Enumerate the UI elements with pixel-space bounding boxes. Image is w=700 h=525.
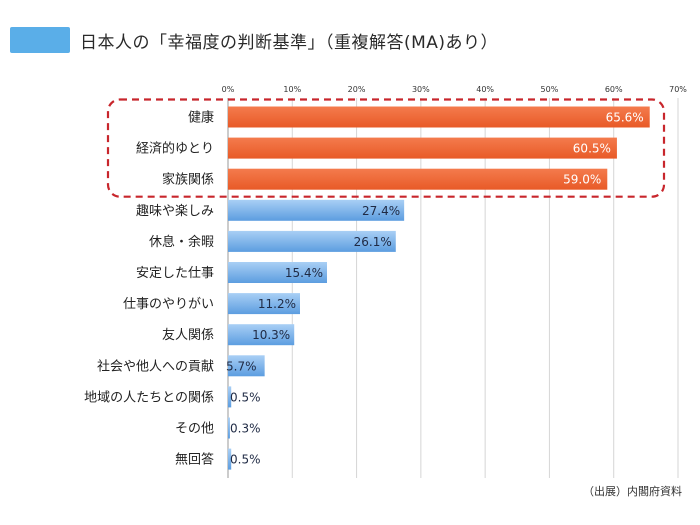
- category-label: 地域の人たちとの関係: [84, 390, 214, 405]
- x-tick-label: 70%: [669, 85, 687, 94]
- category-label: 趣味や楽しみ: [136, 203, 214, 219]
- data-label: 27.4%: [362, 204, 400, 218]
- data-label: 0.3%: [230, 422, 261, 436]
- data-label: 60.5%: [573, 142, 611, 156]
- category-label: 社会や他人への貢献: [97, 358, 214, 374]
- category-label: 家族関係: [162, 172, 214, 188]
- bar: [228, 417, 230, 439]
- category-label: 安定した仕事: [136, 266, 214, 281]
- x-tick-label: 50%: [541, 85, 559, 94]
- bar: [228, 168, 608, 190]
- x-tick-label: 20%: [348, 85, 366, 94]
- category-label: 仕事のやりがい: [123, 297, 214, 312]
- data-label: 0.5%: [230, 453, 261, 467]
- data-label: 11.2%: [258, 297, 296, 311]
- category-label: 無回答: [175, 452, 214, 468]
- data-label: 10.3%: [252, 328, 290, 342]
- bar: [228, 199, 405, 221]
- title-marker: [10, 27, 70, 53]
- x-tick-label: 10%: [283, 85, 301, 94]
- x-tick-label: 40%: [476, 85, 494, 94]
- source-note: （出展）内閣府資料: [583, 485, 682, 498]
- category-label: 友人関係: [162, 327, 214, 343]
- bar: [228, 386, 232, 408]
- bar: [228, 106, 650, 128]
- x-tick-label: 0%: [222, 85, 235, 94]
- chart-title: 日本人の「幸福度の判断基準」（重複解答(MA)あり）: [10, 26, 498, 54]
- title-text: 日本人の「幸福度の判断基準」（重複解答(MA)あり）: [80, 32, 499, 53]
- bar: [228, 262, 327, 283]
- category-label: 健康: [188, 110, 214, 126]
- bar: [228, 324, 295, 346]
- data-label: 15.4%: [285, 266, 323, 280]
- bar: [228, 448, 232, 470]
- data-label: 59.0%: [563, 173, 601, 187]
- category-label: 休息・余暇: [149, 234, 214, 250]
- bar: [228, 355, 265, 377]
- category-label: その他: [175, 422, 214, 437]
- x-tick-label: 30%: [412, 85, 430, 94]
- bar: [228, 230, 396, 252]
- data-label: 5.7%: [226, 359, 257, 373]
- highlight-box: [106, 98, 666, 198]
- bar: [228, 137, 617, 159]
- category-label: 経済的ゆとり: [136, 141, 214, 157]
- data-label: 65.6%: [606, 111, 644, 125]
- data-label: 26.1%: [354, 235, 392, 249]
- x-tick-label: 60%: [605, 85, 623, 94]
- data-label: 0.5%: [230, 390, 261, 404]
- bar: [228, 293, 300, 315]
